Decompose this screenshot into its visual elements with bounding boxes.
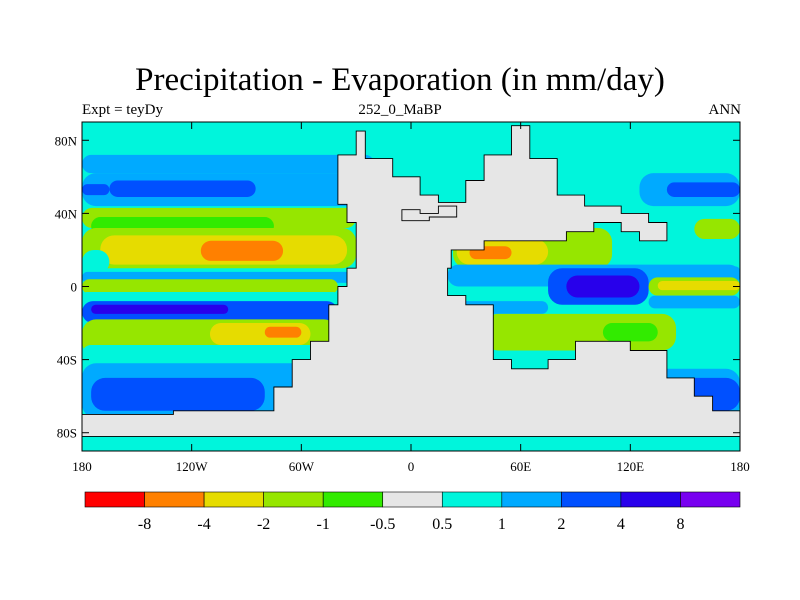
x-tick-label: 0 [408, 459, 415, 474]
contour-band [657, 281, 740, 291]
continent-outline [401, 205, 458, 222]
y-tick-label: 40N [55, 206, 78, 221]
continent-outline [82, 125, 740, 437]
colorbar-swatch [263, 491, 324, 508]
contour-field [82, 122, 740, 451]
colorbar-label: 2 [557, 516, 565, 533]
colorbar-label: 1 [498, 516, 506, 533]
colorbar-label: -0.5 [370, 516, 395, 533]
colorbar-swatch [322, 491, 384, 508]
season-label: ANN [708, 102, 742, 118]
colorbar-label: 4 [617, 516, 625, 533]
contour-band [91, 304, 229, 314]
contour-band [666, 182, 740, 197]
y-tick-label: 80N [55, 133, 78, 148]
contour-band [82, 154, 375, 174]
contour-band [82, 291, 338, 302]
contour-band [694, 218, 740, 239]
contour-band [82, 184, 110, 196]
colorbar-swatch [382, 491, 443, 508]
x-tick-label: 120E [617, 459, 645, 474]
colorbar-label: -4 [197, 516, 210, 533]
contour-band [82, 249, 110, 274]
contour-band [109, 180, 256, 197]
contour-band [91, 377, 265, 411]
time-label: 252_0_MaBP [358, 102, 442, 118]
chart-title: Precipitation - Evaporation (in mm/day) [135, 62, 665, 98]
contour-band [648, 295, 740, 309]
colorbar-swatch [441, 491, 503, 508]
contour-band [566, 275, 640, 298]
contour-band [82, 344, 338, 364]
colorbar-swatch [144, 491, 205, 508]
colorbar-swatch [501, 491, 562, 508]
contour-band [602, 323, 658, 342]
colorbar-label: -2 [257, 516, 270, 533]
x-tick-label: 60W [289, 459, 315, 474]
x-tick-label: 60E [510, 459, 531, 474]
y-axis: 80N 40N 0 40S 80S [55, 133, 740, 441]
contour-band [264, 326, 302, 338]
colorbar-swatch [84, 491, 145, 508]
contour-band [648, 266, 740, 276]
contour-band [82, 279, 338, 294]
y-tick-label: 0 [71, 280, 78, 295]
colorbar-swatch [203, 491, 264, 508]
colorbar-label: -8 [138, 516, 151, 533]
colorbar-label: -1 [317, 516, 330, 533]
colorbar-swatch [620, 491, 681, 508]
colorbar-swatch [561, 491, 622, 508]
colorbar: -8 -4 -2 -1 -0.5 0.5 1 2 4 8 [84, 491, 741, 533]
x-tick-label: 180 [730, 459, 750, 474]
x-axis: 180 120W 60W 0 60E 120E 180 [72, 122, 750, 474]
x-tick-label: 180 [72, 459, 92, 474]
y-tick-label: 40S [57, 353, 77, 368]
colorbar-label: 0.5 [432, 516, 452, 533]
x-tick-label: 120W [176, 459, 209, 474]
y-tick-label: 80S [57, 426, 77, 441]
colorbar-swatch [680, 491, 741, 508]
experiment-label: Expt = teyDy [82, 102, 163, 118]
contour-band [82, 122, 740, 155]
colorbar-label: 8 [676, 516, 684, 533]
contour-band [200, 240, 284, 261]
